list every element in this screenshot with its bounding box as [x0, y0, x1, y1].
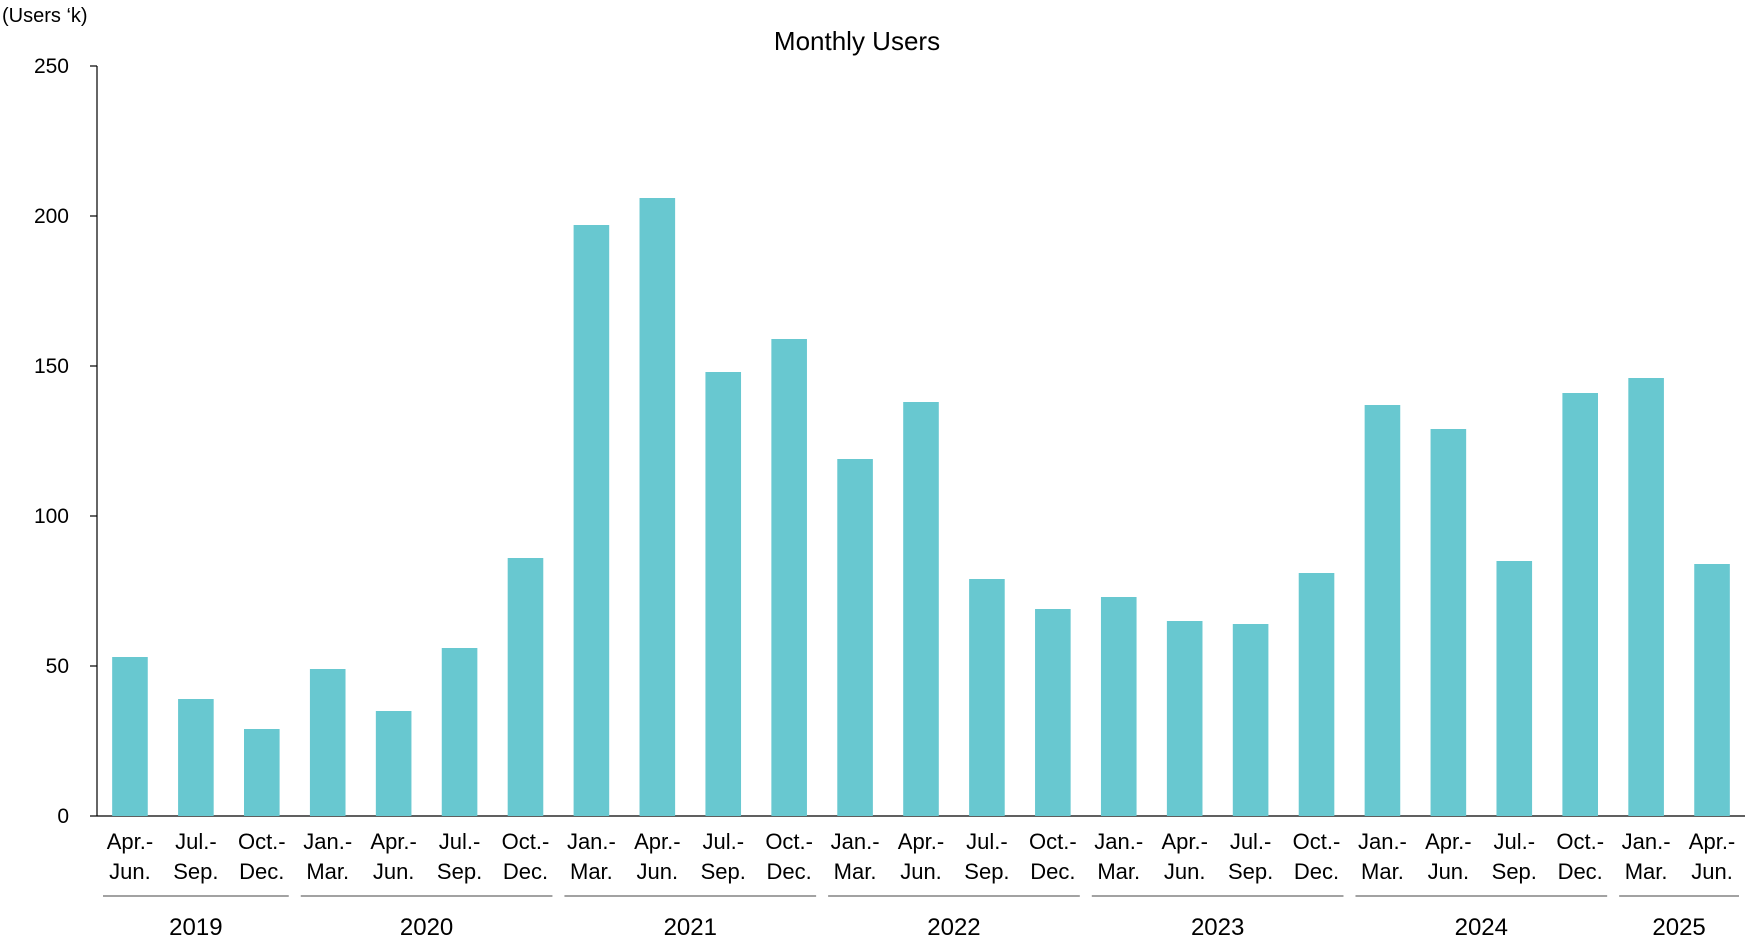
x-tick-label-line2: Mar.	[834, 859, 877, 884]
bar	[375, 711, 412, 816]
bar	[1430, 429, 1467, 816]
x-tick-label-line2: Sep.	[1228, 859, 1273, 884]
x-tick-label-line1: Oct.-	[1556, 829, 1604, 854]
x-tick-label-line2: Jun.	[1428, 859, 1470, 884]
bar	[112, 657, 148, 816]
bar	[309, 669, 346, 816]
year-group-label: 2020	[400, 914, 453, 941]
x-tick-label-line2: Sep.	[964, 859, 1009, 884]
x-tick-label-line1: Apr.-	[1689, 829, 1735, 854]
x-tick-label-line1: Jul.-	[175, 829, 217, 854]
x-tick-label-line2: Jun.	[637, 859, 679, 884]
x-tick-label-line2: Dec.	[503, 859, 548, 884]
year-group-label: 2024	[1455, 914, 1508, 941]
bar	[771, 339, 807, 816]
bar	[639, 198, 676, 816]
y-tick-label: 100	[34, 505, 69, 528]
x-tick-label-line2: Jun.	[1164, 859, 1206, 884]
y-tick-label: 250	[34, 55, 69, 78]
x-tick-label-line1: Apr.-	[1425, 829, 1471, 854]
x-tick-label-line1: Jul.-	[966, 829, 1008, 854]
x-tick-label-line2: Sep.	[173, 859, 218, 884]
bar	[441, 648, 478, 816]
bar	[507, 558, 544, 816]
year-group-label: 2025	[1652, 914, 1705, 941]
x-tick-label-line1: Jul.-	[1493, 829, 1535, 854]
chart-title: Monthly Users	[774, 26, 940, 56]
x-tick-label-line1: Jul.-	[439, 829, 481, 854]
x-tick-label-line1: Apr.-	[1161, 829, 1207, 854]
bar	[837, 459, 873, 816]
bar	[1166, 621, 1203, 816]
x-tick-label-line2: Jun.	[1691, 859, 1733, 884]
bar	[1694, 564, 1730, 816]
bar	[573, 225, 610, 816]
bar	[178, 699, 214, 816]
year-group-label: 2019	[169, 914, 222, 941]
x-tick-label-line1: Jan.-	[1094, 829, 1143, 854]
x-tick-label-line2: Dec.	[1294, 859, 1339, 884]
bar	[969, 579, 1005, 816]
x-tick-label-line2: Mar.	[1361, 859, 1404, 884]
x-tick-label-line2: Sep.	[701, 859, 746, 884]
x-tick-label-line2: Dec.	[1558, 859, 1603, 884]
y-tick-label: 150	[34, 355, 69, 378]
x-tick-label-line1: Oct.-	[1029, 829, 1077, 854]
x-tick-label-line2: Jun.	[373, 859, 415, 884]
y-tick-label: 50	[46, 655, 69, 678]
x-tick-label-line2: Mar.	[1625, 859, 1668, 884]
bar	[1364, 405, 1401, 816]
x-tick-label-line1: Jan.-	[303, 829, 352, 854]
x-tick-label-line1: Oct.-	[238, 829, 286, 854]
x-tick-label-line1: Apr.-	[898, 829, 944, 854]
bar	[244, 729, 280, 816]
x-tick-label-line2: Mar.	[1097, 859, 1140, 884]
x-tick-label-line2: Dec.	[239, 859, 284, 884]
x-tick-label-line1: Oct.-	[1293, 829, 1341, 854]
x-tick-label-line2: Mar.	[570, 859, 613, 884]
x-tick-label-line2: Jun.	[109, 859, 151, 884]
x-tick-label-line1: Jan.-	[567, 829, 616, 854]
x-tick-label-line2: Sep.	[437, 859, 482, 884]
year-group-label: 2021	[664, 914, 717, 941]
x-tick-label-line2: Jun.	[900, 859, 942, 884]
x-tick-label-line1: Apr.-	[107, 829, 153, 854]
x-tick-label-line1: Jul.-	[1230, 829, 1272, 854]
y-tick-label: 0	[57, 805, 69, 828]
year-group-label: 2022	[927, 914, 980, 941]
x-tick-label-line1: Jan.-	[1622, 829, 1671, 854]
bar	[1100, 597, 1137, 816]
bar	[903, 402, 939, 816]
y-axis-unit-label: (Users ‘k)	[2, 5, 88, 27]
bar	[1298, 573, 1335, 816]
x-tick-label-line2: Dec.	[767, 859, 812, 884]
x-tick-label-line2: Dec.	[1030, 859, 1075, 884]
x-tick-label-line1: Apr.-	[634, 829, 680, 854]
x-tick-label-line2: Sep.	[1492, 859, 1537, 884]
x-tick-label-line1: Apr.-	[370, 829, 416, 854]
x-tick-label-line1: Jan.-	[831, 829, 880, 854]
x-tick-label-line1: Jan.-	[1358, 829, 1407, 854]
bar	[1562, 393, 1598, 816]
x-tick-label-line1: Oct.-	[765, 829, 813, 854]
bar	[705, 372, 742, 816]
x-tick-label-line1: Oct.-	[502, 829, 550, 854]
bar	[1496, 561, 1533, 816]
x-tick-label-line1: Jul.-	[702, 829, 744, 854]
x-tick-label-line2: Mar.	[306, 859, 349, 884]
bar	[1035, 609, 1071, 816]
y-tick-label: 200	[34, 205, 69, 228]
year-group-label: 2023	[1191, 914, 1244, 941]
bar	[1232, 624, 1269, 816]
bar	[1628, 378, 1664, 816]
